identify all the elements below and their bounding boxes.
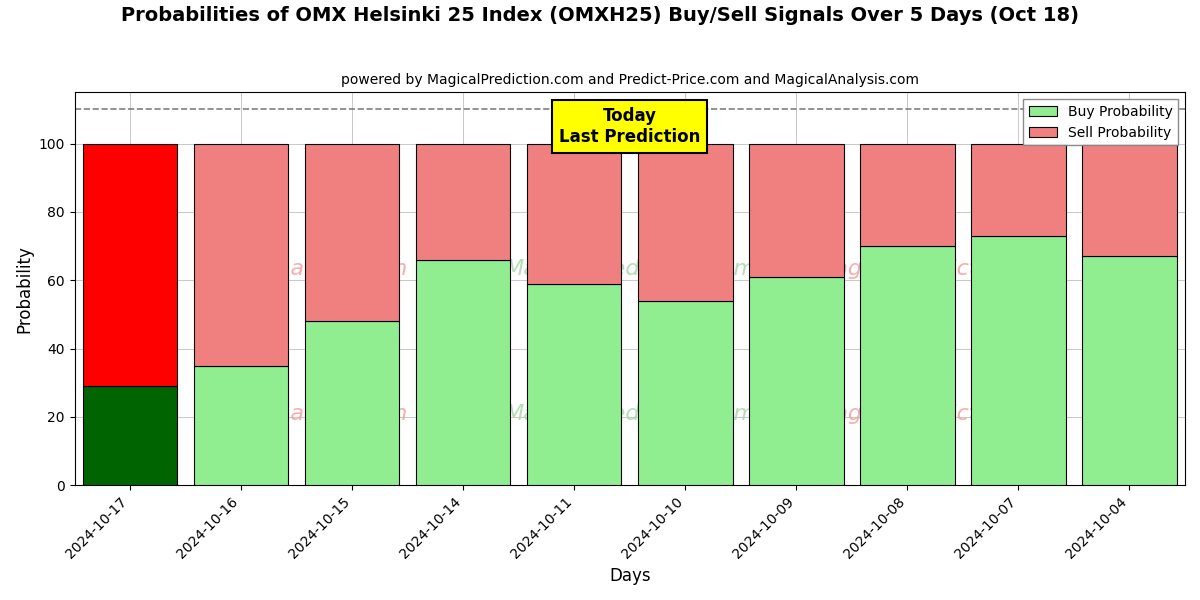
Bar (527, 143, 622, 284)
Bar (1082, 143, 1177, 256)
Text: calAnalysis.com: calAnalysis.com (230, 404, 408, 424)
Bar (638, 143, 732, 301)
Bar (749, 277, 844, 485)
Bar (416, 143, 510, 260)
Bar (860, 143, 955, 246)
Y-axis label: Probability: Probability (16, 245, 34, 332)
Bar (305, 321, 400, 485)
Text: Probabilities of OMX Helsinki 25 Index (OMXH25) Buy/Sell Signals Over 5 Days (Oc: Probabilities of OMX Helsinki 25 Index (… (121, 6, 1079, 25)
Text: Today
Last Prediction: Today Last Prediction (559, 107, 701, 146)
Text: MagicalPrediction.com: MagicalPrediction.com (504, 404, 755, 424)
X-axis label: Days: Days (610, 567, 650, 585)
Bar (194, 365, 288, 485)
Bar (527, 284, 622, 485)
Title: powered by MagicalPrediction.com and Predict-Price.com and MagicalAnalysis.com: powered by MagicalPrediction.com and Pre… (341, 73, 919, 87)
Bar (971, 236, 1066, 485)
Bar (83, 386, 178, 485)
Bar (194, 143, 288, 365)
Bar (1082, 256, 1177, 485)
Text: MagicalPrediction.com: MagicalPrediction.com (504, 259, 755, 279)
Bar (83, 143, 178, 386)
Text: MagicalPrediction.com: MagicalPrediction.com (815, 404, 1067, 424)
Bar (749, 143, 844, 277)
Bar (860, 246, 955, 485)
Bar (638, 301, 732, 485)
Bar (305, 143, 400, 321)
Bar (416, 260, 510, 485)
Text: MagicalPrediction.com: MagicalPrediction.com (815, 259, 1067, 279)
Text: calAnalysis.com: calAnalysis.com (230, 259, 408, 279)
Bar (971, 143, 1066, 236)
Legend: Buy Probability, Sell Probability: Buy Probability, Sell Probability (1024, 99, 1178, 145)
